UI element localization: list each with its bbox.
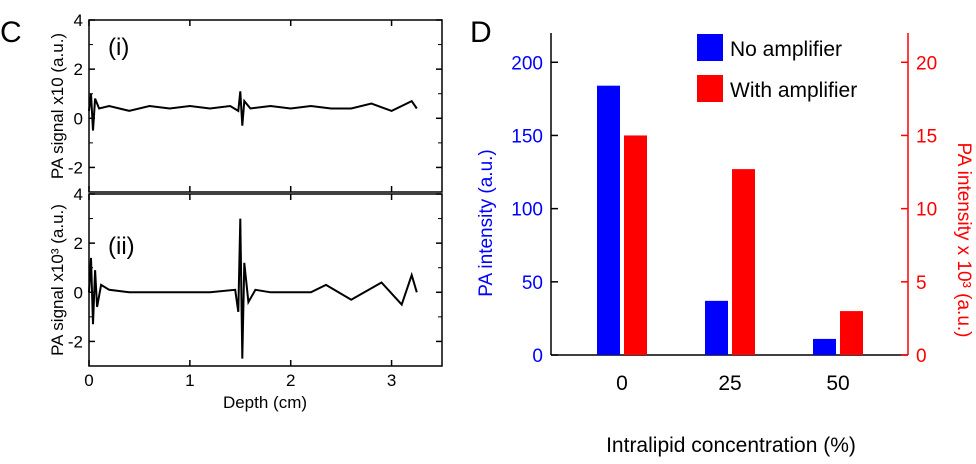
legend-label-no-amplifier: No amplifier [730,38,842,61]
panel-d-category-label: 50 [826,372,849,395]
panel-c-i-ytick-label: -2 [68,158,83,177]
panel-c-xlabel: Depth (cm) [223,393,307,412]
panel-d-left-ytick-label: 150 [511,126,543,147]
panel-c-ii-label: (ii) [108,233,135,260]
panel-d-right-ylabel: PA intensity x 10³ (a.u.) [953,142,974,337]
bar-no-amplifier-50 [813,338,836,355]
panel-d-legend: No amplifier With amplifier [697,34,857,102]
bar-no-amplifier-25 [705,300,728,355]
legend-label-with-amplifier: With amplifier [730,79,857,102]
bar-no-amplifier-0 [597,85,620,355]
panel-d-left-ytick-label: 50 [522,273,543,294]
panel-d-right-ytick-label: 0 [916,346,927,367]
panel-c-ii-signal-line [88,218,418,359]
panel-d-left-ytick-label: 100 [511,200,543,221]
panel-d-category-label: 0 [616,372,628,395]
bar-with-amplifier-50 [840,311,863,355]
bar-with-amplifier-0 [624,135,647,355]
legend-swatch-no-amplifier [697,34,723,61]
panel-c-ii-frame [88,193,443,367]
panel-c-ii-ytick-label: 4 [74,185,83,204]
panel-c-i-ytick-label: 4 [74,11,83,30]
panel-d-left-ytick-label: 0 [532,346,543,367]
panel-c-ii-ylabel: PA signal x10³ (a.u.) [48,204,67,356]
panel-c-ii-ytick-label: 0 [74,283,83,302]
panel-d-category-label: 25 [718,372,741,395]
panel-d-letter: D [470,16,492,49]
panel-d-right-ytick-label: 5 [916,273,927,294]
panel-c-ii-plot: (ii) PA signal x10³ (a.u.) Depth (cm) -2… [48,185,443,412]
panel-c-i-signal-line [88,91,418,131]
panel-d-right-ytick-label: 10 [916,200,937,221]
panel-c-xtick-label: 2 [286,371,295,390]
panel-c-i-label: (i) [108,34,129,61]
panel-d-xlabel: Intralipid concentration (%) [606,434,856,457]
panel-c-xtick-label: 0 [84,371,93,390]
panel-c-ii-ytick-label: 2 [74,234,83,253]
legend-swatch-with-amplifier [697,75,723,102]
panel-d-bar-chart: PA intensity (a.u.) PA intensity x 10³ (… [476,33,974,457]
panel-c-xtick-label: 3 [387,371,396,390]
panel-c-letter: C [0,16,22,49]
panel-d-right-ytick-label: 20 [916,53,937,74]
panel-c-i-ytick-label: 2 [74,60,83,79]
panel-d-left-ytick-label: 200 [511,53,543,74]
panel-d-left-ylabel: PA intensity (a.u.) [476,149,497,297]
panel-c-i-ytick-label: 0 [74,109,83,128]
panel-c-xtick-label: 1 [185,371,194,390]
panel-c-i-plot: (i) PA signal x10 (a.u.) -2 0 2 4 [48,11,443,193]
panel-c-i-ylabel: PA signal x10 (a.u.) [48,33,67,179]
panel-d-right-ytick-label: 15 [916,126,937,147]
bar-with-amplifier-25 [732,169,755,355]
panel-c-ii-ytick-label: -2 [68,332,83,351]
